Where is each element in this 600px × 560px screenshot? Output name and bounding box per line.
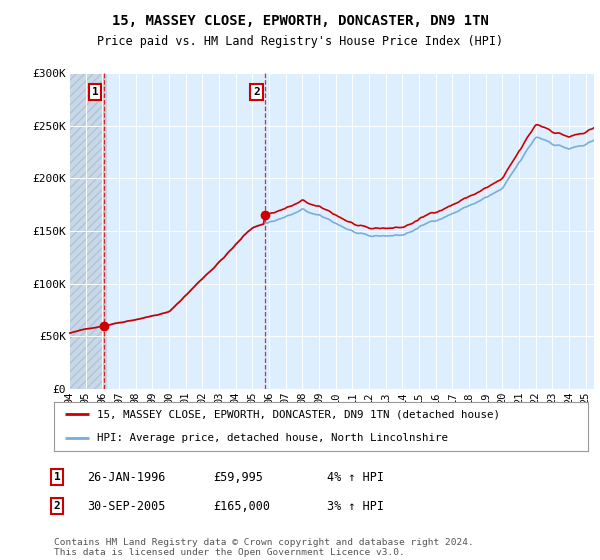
Text: 1: 1: [92, 87, 98, 97]
Text: Contains HM Land Registry data © Crown copyright and database right 2024.
This d: Contains HM Land Registry data © Crown c…: [54, 538, 474, 557]
Bar: [69, 73, 106, 389]
Text: 4% ↑ HPI: 4% ↑ HPI: [327, 470, 384, 484]
Text: 1: 1: [53, 472, 61, 482]
Text: 26-JAN-1996: 26-JAN-1996: [87, 470, 166, 484]
Text: 15, MASSEY CLOSE, EPWORTH, DONCASTER, DN9 1TN: 15, MASSEY CLOSE, EPWORTH, DONCASTER, DN…: [112, 14, 488, 28]
Text: 15, MASSEY CLOSE, EPWORTH, DONCASTER, DN9 1TN (detached house): 15, MASSEY CLOSE, EPWORTH, DONCASTER, DN…: [97, 409, 500, 419]
Text: 30-SEP-2005: 30-SEP-2005: [87, 500, 166, 513]
Text: 2: 2: [253, 87, 260, 97]
Text: 2: 2: [53, 501, 61, 511]
Text: Price paid vs. HM Land Registry's House Price Index (HPI): Price paid vs. HM Land Registry's House …: [97, 35, 503, 48]
Bar: [69, 73, 106, 389]
Text: HPI: Average price, detached house, North Lincolnshire: HPI: Average price, detached house, Nort…: [97, 433, 448, 443]
Text: £59,995: £59,995: [213, 470, 263, 484]
Text: £165,000: £165,000: [213, 500, 270, 513]
Text: 3% ↑ HPI: 3% ↑ HPI: [327, 500, 384, 513]
